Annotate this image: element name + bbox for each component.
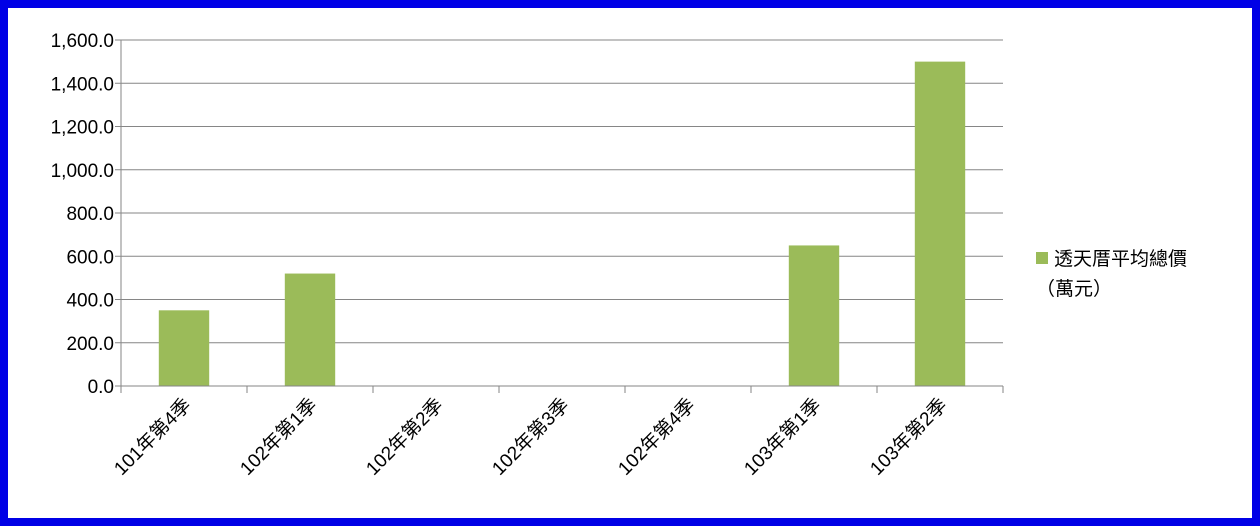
y-tick-label: 0.0 xyxy=(88,377,114,398)
legend-swatch xyxy=(1036,252,1048,264)
bar xyxy=(914,61,966,386)
y-tick-labels: 0.0 200.0 400.0 600.0 800.0 1,000.0 1,200.0 1,4… xyxy=(51,31,114,398)
y-tick-label: 1,000.0 xyxy=(51,161,114,182)
x-tick-label: 102年第2季 xyxy=(362,394,448,480)
x-tick-label: 102年第1季 xyxy=(236,394,322,480)
axes xyxy=(115,39,1004,393)
legend: 透天厝平均總價 （萬元） xyxy=(1036,244,1256,304)
y-tick-label: 400.0 xyxy=(66,291,114,312)
bars xyxy=(158,61,966,386)
x-tick-label: 102年第3季 xyxy=(488,394,574,480)
bar xyxy=(158,310,210,386)
legend-label-line1: 透天厝平均總價 xyxy=(1054,248,1188,270)
y-tick-label: 1,200.0 xyxy=(51,118,114,139)
x-tick-label: 103年第2季 xyxy=(866,394,952,480)
legend-label-line2: （萬元） xyxy=(1036,278,1113,300)
y-tick-label: 1,600.0 xyxy=(51,31,114,52)
y-tick-label: 800.0 xyxy=(66,204,114,225)
x-tick-label: 103年第1季 xyxy=(740,394,826,480)
x-tick-labels: 101年第4季 102年第1季 102年第2季 102年第3季 102年第4季 103年第… xyxy=(110,394,952,480)
y-tick-label: 1,400.0 xyxy=(51,74,114,95)
legend-entry: 透天厝平均總價 xyxy=(1036,244,1256,274)
x-tick-label: 101年第4季 xyxy=(110,394,196,480)
bar xyxy=(788,245,840,386)
y-tick-label: 200.0 xyxy=(66,334,114,355)
bar xyxy=(284,273,336,386)
gridlines xyxy=(121,39,1003,344)
y-tick-label: 600.0 xyxy=(66,247,114,268)
x-tick-label: 102年第4季 xyxy=(614,394,700,480)
